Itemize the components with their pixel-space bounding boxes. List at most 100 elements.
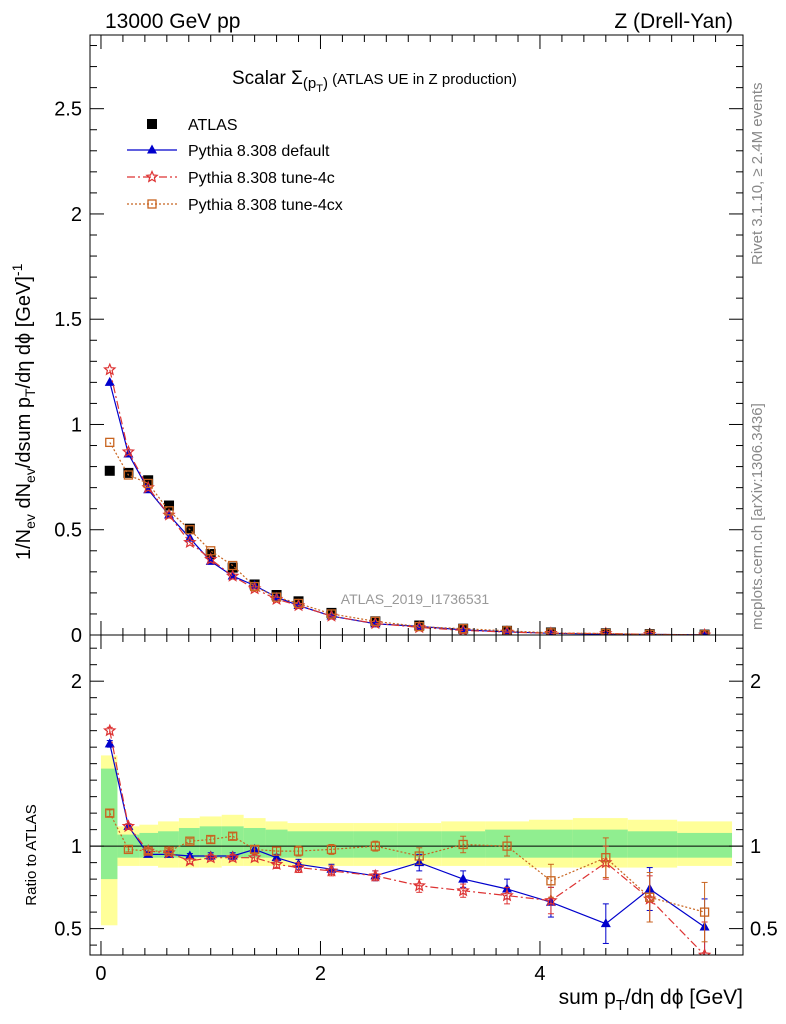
ratio-plot-area <box>90 723 743 955</box>
ylabel-sup: -1 <box>9 263 25 276</box>
marker-open-square <box>164 846 174 856</box>
marker-open-square <box>645 892 655 902</box>
title-rest: (ATLAS UE in Z production) <box>328 71 517 88</box>
xlabel-rest: /dη dϕ [GeV] <box>625 986 743 1009</box>
xlabel-sub: T <box>616 997 625 1014</box>
ratio-y-axis-label: Ratio to ATLAS <box>23 804 40 905</box>
ylabel-1-sub: ev <box>22 514 38 529</box>
marker-open-square <box>164 506 174 516</box>
band-green <box>572 829 628 858</box>
marker-open-square <box>370 841 380 851</box>
marker-triangle <box>701 629 708 635</box>
marker-star <box>145 169 159 183</box>
side-label-top: Rivet 3.1.10, ≥ 2.4M events <box>749 83 766 266</box>
y-tick-label: 1 <box>71 414 82 436</box>
marker-square <box>104 465 115 476</box>
marker-open-square <box>147 199 157 209</box>
marker-open-square <box>458 624 468 634</box>
marker-open-square <box>228 831 238 841</box>
marker-triangle <box>147 144 157 154</box>
marker-triangle <box>600 918 611 928</box>
marker-star <box>225 569 240 582</box>
marker-open-square <box>143 846 153 856</box>
header-right: Z (Drell-Yan) <box>614 10 733 33</box>
title-sub: (p <box>303 75 316 92</box>
marker-star <box>183 535 197 549</box>
marker-triangle <box>458 873 469 883</box>
main-panel: 0 0.5 1 1.5 2 2.5 <box>54 34 744 955</box>
band-green <box>221 826 244 858</box>
legend-label: Pythia 8.308 default <box>188 143 330 160</box>
ratio-y-tick-label-left: 1 <box>71 836 82 858</box>
marker-star <box>544 893 558 907</box>
marker-open-square <box>458 839 468 850</box>
ratio-y-tick-label-right: 1 <box>750 836 761 858</box>
marker-star <box>291 860 306 874</box>
marker-star <box>183 853 197 867</box>
xlabel-1: sum p <box>559 986 616 1009</box>
band-green <box>528 829 573 858</box>
marker-open-square <box>249 844 260 855</box>
ratio-series-3 <box>105 808 710 943</box>
marker-square <box>123 467 134 478</box>
y-axis-label: 1/Nev dNev/dsum pT/dη dϕ [GeV]-1 <box>9 263 38 560</box>
marker-star <box>121 819 136 833</box>
marker-star <box>247 850 262 864</box>
ylabel-3: /dsum p <box>13 397 35 468</box>
band-green <box>178 827 200 858</box>
y-tick-label: 1.5 <box>54 309 82 331</box>
band-green <box>287 831 310 858</box>
title-subsub: T <box>316 83 323 95</box>
title-main: Scalar Σ <box>232 68 303 89</box>
band-green <box>677 832 733 858</box>
marker-open-square <box>546 628 556 635</box>
marker-star <box>203 850 218 864</box>
series-line <box>109 369 705 635</box>
marker-open-square <box>143 478 153 489</box>
marker-open-square <box>228 560 238 571</box>
series-line <box>109 442 705 635</box>
ratio-frame <box>89 634 744 956</box>
band-green <box>100 768 118 880</box>
legend-label: Pythia 8.308 tune-4cx <box>188 197 343 214</box>
marker-open-square <box>546 876 556 886</box>
marker-star <box>500 888 514 902</box>
marker-star <box>121 444 136 458</box>
ratio-panel: 0 2 4 0.5 0.5 1 1 2 2 <box>54 634 778 985</box>
marker-square <box>227 562 238 573</box>
ylabel-2-sub: ev <box>22 468 38 483</box>
y-tick-label: 0.5 <box>54 520 82 542</box>
ratio-y-tick-label-left: 0.5 <box>54 919 82 941</box>
ratio-y-tick-label-right: 2 <box>750 671 761 693</box>
marker-open-square <box>326 609 337 619</box>
marker-open-square <box>206 834 216 845</box>
x-axis-label: sum pT/dη dϕ [GeV] <box>559 986 743 1014</box>
ratio-y-tick-label-right: 0.5 <box>750 919 778 941</box>
band-green <box>243 827 266 858</box>
marker-star <box>269 857 284 870</box>
header-left: 13000 GeV pp <box>105 10 240 33</box>
marker-open-square <box>699 907 710 917</box>
marker-star <box>324 863 339 877</box>
marker-open-square <box>185 836 195 846</box>
legend: ATLAS Pythia 8.308 default Pythia 8.308 tu… <box>127 117 343 214</box>
ylabel-2: dN <box>13 483 35 514</box>
marker-star <box>225 850 240 864</box>
marker-open-square <box>271 592 282 602</box>
marker-open-square <box>293 846 304 856</box>
marker-square <box>164 500 175 511</box>
ylabel-3-sub: T <box>22 388 38 397</box>
title-close: ) <box>323 75 328 92</box>
y-tick-label: 2.5 <box>54 99 82 121</box>
marker-open-square <box>502 841 512 851</box>
marker-open-square <box>326 844 337 855</box>
series-3 <box>105 437 710 635</box>
legend-label: ATLAS <box>188 117 238 134</box>
legend-label: Pythia 8.308 tune-4c <box>188 170 335 187</box>
marker-open-square <box>105 808 115 818</box>
marker-star <box>456 883 470 897</box>
marker-triangle <box>271 852 282 862</box>
marker-open-square <box>293 598 304 609</box>
y-tick-label: 2 <box>71 204 82 226</box>
marker-open-square <box>271 846 282 856</box>
